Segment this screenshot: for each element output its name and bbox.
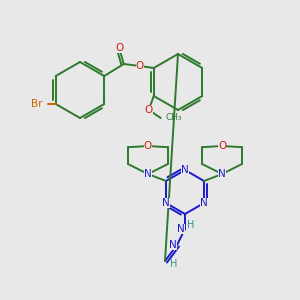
Text: N: N xyxy=(162,198,170,208)
Text: N: N xyxy=(181,165,189,175)
Text: N: N xyxy=(169,240,177,250)
Text: N: N xyxy=(218,169,226,179)
Text: H: H xyxy=(187,220,195,230)
Text: O: O xyxy=(136,61,144,71)
Text: CH₃: CH₃ xyxy=(166,113,182,122)
Text: O: O xyxy=(218,141,226,151)
Text: O: O xyxy=(145,105,153,115)
Text: Br: Br xyxy=(31,99,43,109)
Text: N: N xyxy=(144,169,152,179)
Text: N: N xyxy=(177,224,185,234)
Text: H: H xyxy=(170,259,178,269)
Text: O: O xyxy=(116,43,124,53)
Text: O: O xyxy=(144,141,152,151)
Text: N: N xyxy=(200,198,208,208)
